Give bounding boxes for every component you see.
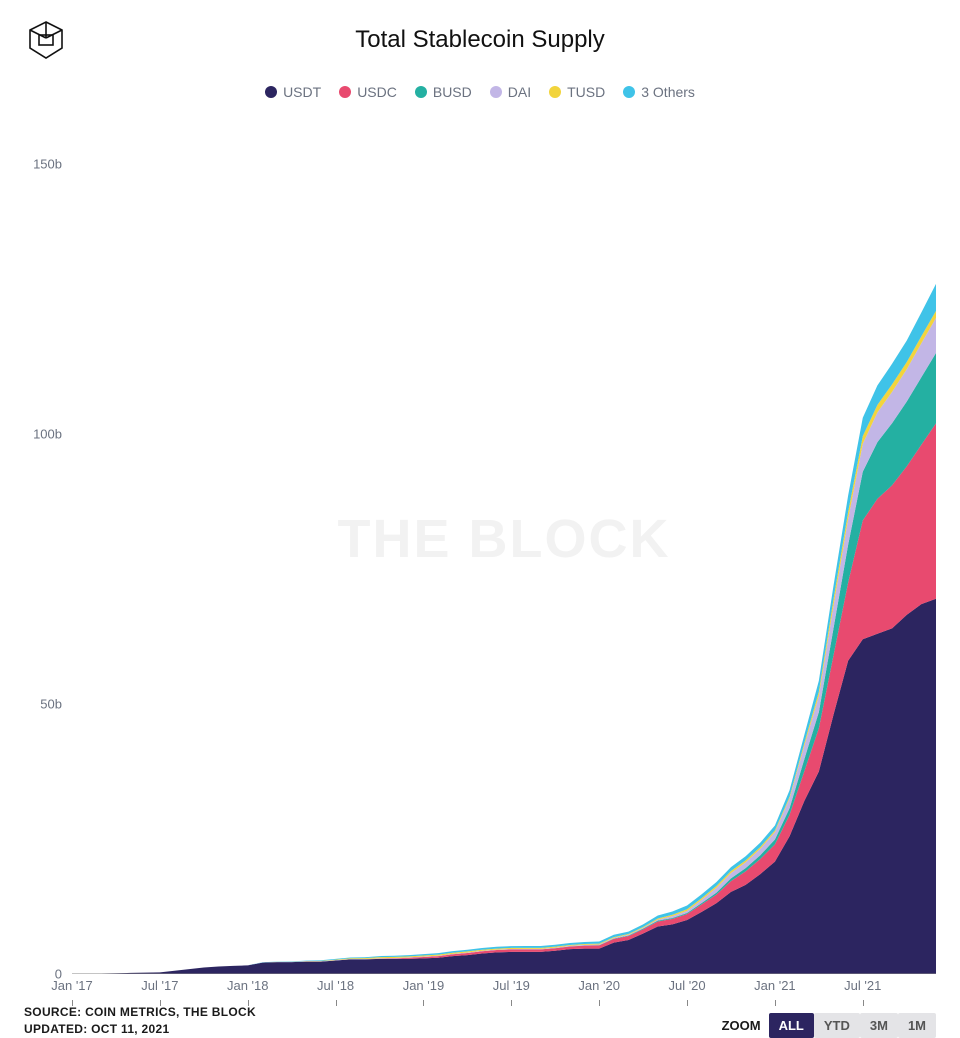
legend-item[interactable]: DAI	[490, 84, 531, 100]
legend-item[interactable]: TUSD	[549, 84, 605, 100]
zoom-label: ZOOM	[722, 1018, 761, 1033]
x-tick-label: Jan '19	[403, 978, 445, 993]
legend-label: DAI	[508, 84, 531, 100]
legend-dot-icon	[490, 86, 502, 98]
stacked-area-chart	[72, 110, 936, 974]
x-axis-labels: Jan '17Jul '17Jan '18Jul '18Jan '19Jul '…	[72, 978, 936, 1000]
legend-dot-icon	[415, 86, 427, 98]
chart-title: Total Stablecoin Supply	[78, 26, 882, 54]
x-tick-label: Jan '20	[578, 978, 620, 993]
source-attribution: SOURCE: COIN METRICS, THE BLOCK UPDATED:…	[24, 1004, 256, 1038]
legend-item[interactable]: 3 Others	[623, 84, 695, 100]
zoom-all-button[interactable]: ALL	[769, 1013, 814, 1038]
legend: USDT USDC BUSD DAI TUSD 3 Others	[24, 84, 936, 100]
legend-label: TUSD	[567, 84, 605, 100]
legend-label: USDC	[357, 84, 397, 100]
zoom-1m-button[interactable]: 1M	[898, 1013, 936, 1038]
block-logo-icon	[24, 18, 68, 62]
legend-dot-icon	[549, 86, 561, 98]
x-tick-label: Jul '20	[668, 978, 705, 993]
x-tick-label: Jan '17	[51, 978, 93, 993]
x-tick-label: Jul '18	[317, 978, 354, 993]
y-tick-label: 150b	[33, 157, 62, 172]
legend-label: BUSD	[433, 84, 472, 100]
legend-dot-icon	[339, 86, 351, 98]
y-axis-labels: 050b100b150b	[24, 110, 68, 974]
legend-label: USDT	[283, 84, 321, 100]
x-tick-label: Jul '17	[141, 978, 178, 993]
x-tick-label: Jan '21	[754, 978, 796, 993]
y-tick-label: 100b	[33, 427, 62, 442]
chart-area: THE BLOCK 050b100b150b Jan '17Jul '17Jan…	[72, 110, 936, 974]
x-tick-label: Jul '19	[493, 978, 530, 993]
zoom-ytd-button[interactable]: YTD	[814, 1013, 860, 1038]
y-tick-label: 50b	[40, 697, 62, 712]
legend-item[interactable]: USDT	[265, 84, 321, 100]
header: Total Stablecoin Supply	[24, 18, 936, 62]
x-tick-label: Jan '18	[227, 978, 269, 993]
updated-line: UPDATED: OCT 11, 2021	[24, 1021, 256, 1038]
legend-item[interactable]: BUSD	[415, 84, 472, 100]
source-line: SOURCE: COIN METRICS, THE BLOCK	[24, 1004, 256, 1021]
x-tick-label: Jul '21	[844, 978, 881, 993]
zoom-controls: ZOOM ALLYTD3M1M	[722, 1013, 936, 1038]
legend-dot-icon	[623, 86, 635, 98]
legend-label: 3 Others	[641, 84, 695, 100]
legend-item[interactable]: USDC	[339, 84, 397, 100]
zoom-3m-button[interactable]: 3M	[860, 1013, 898, 1038]
legend-dot-icon	[265, 86, 277, 98]
